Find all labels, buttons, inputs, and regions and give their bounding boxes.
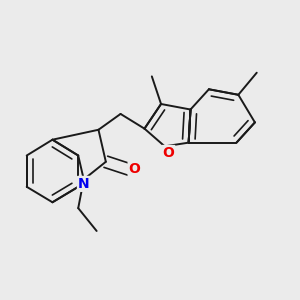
Text: O: O	[129, 162, 140, 176]
Text: O: O	[163, 146, 174, 160]
Text: N: N	[78, 177, 90, 191]
